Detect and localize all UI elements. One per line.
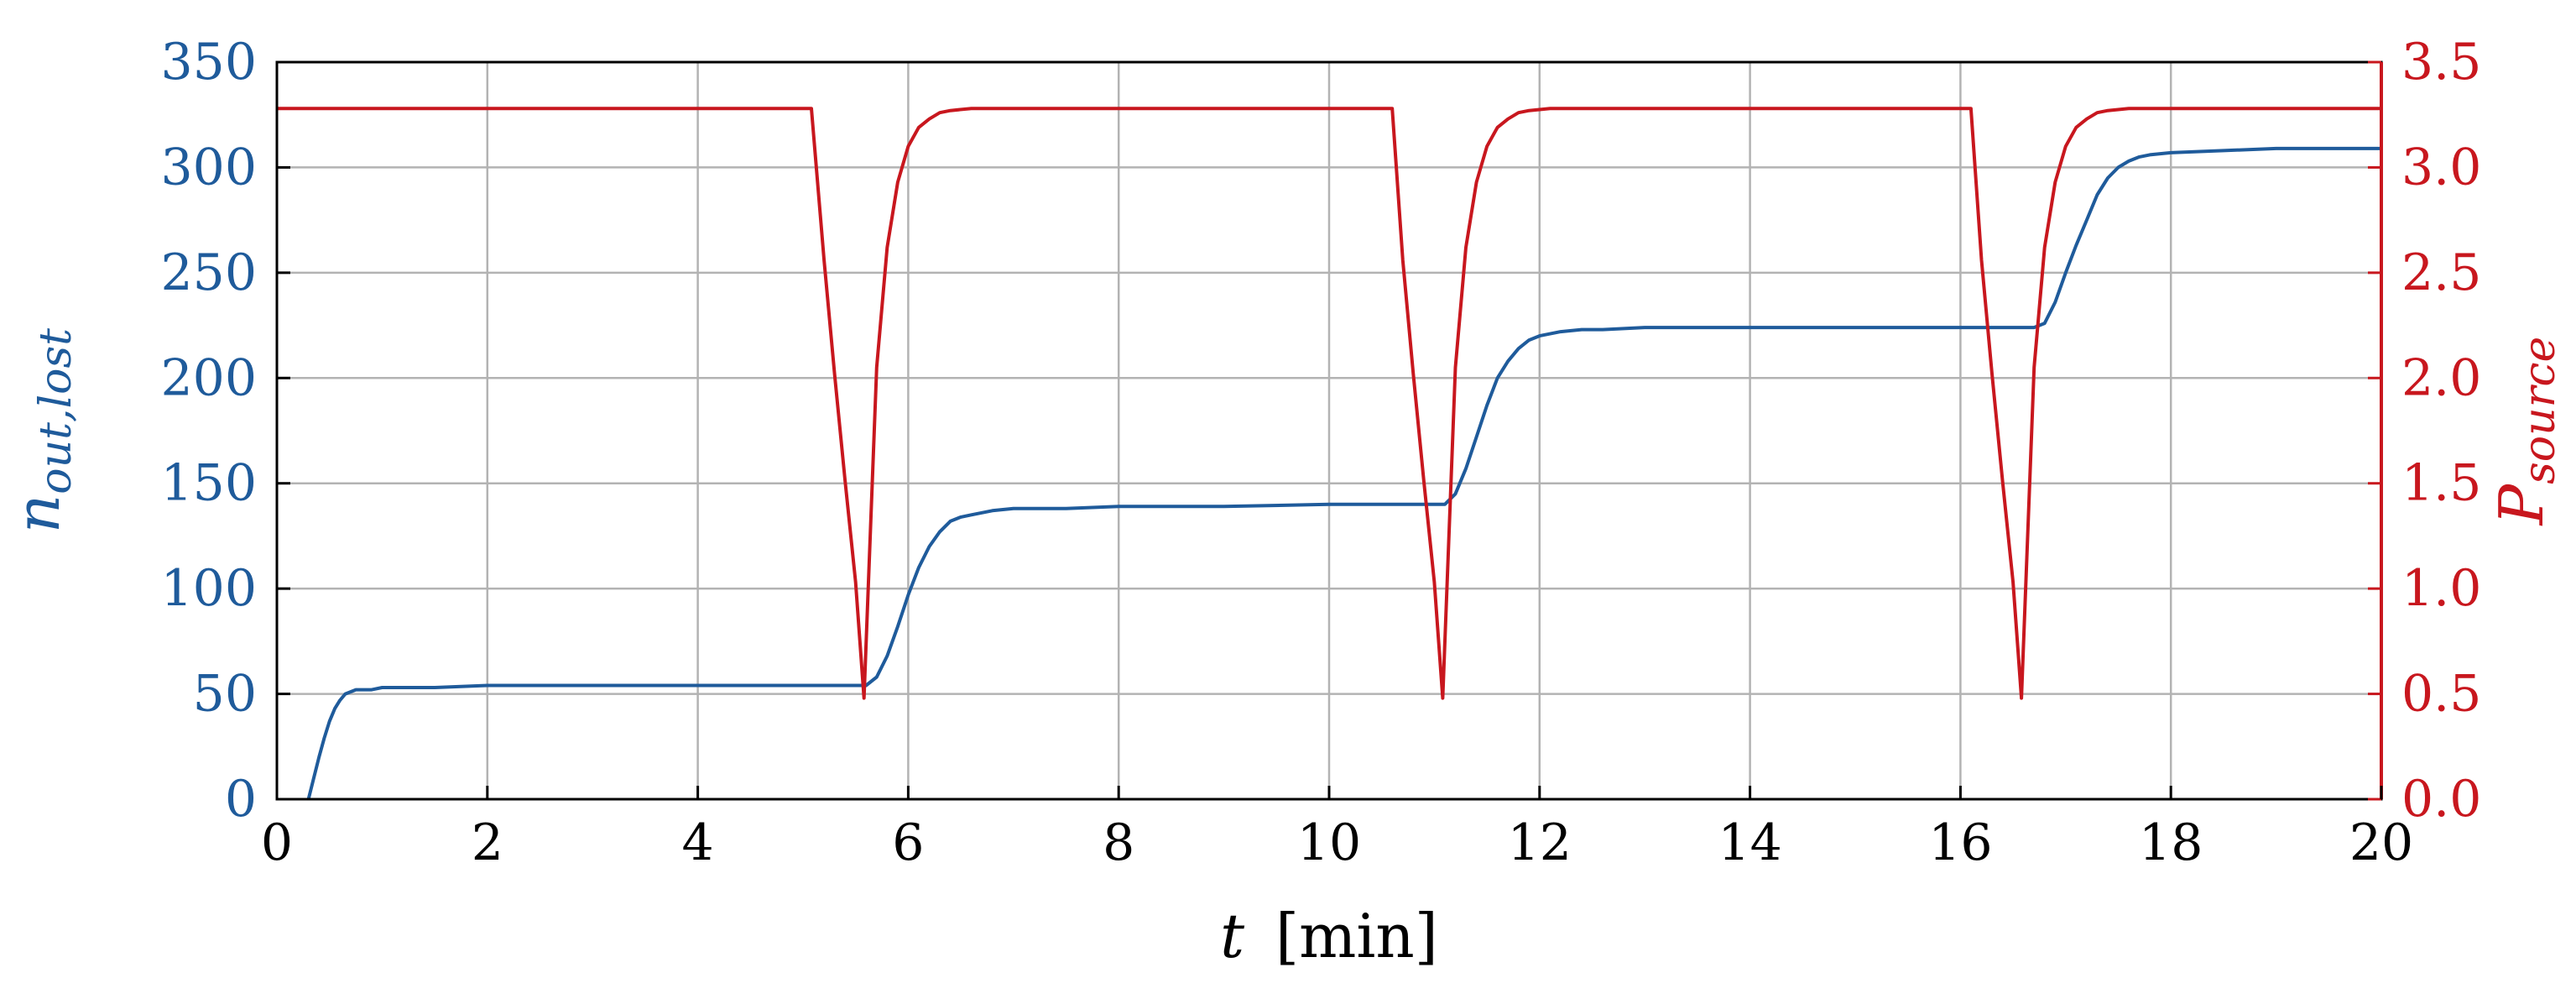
bottom-axis: 0 2 4 6 8 10 12 14 16 18 20: [261, 786, 2413, 872]
y-right-tick-label: 0.0: [2401, 770, 2481, 829]
left-axis: 0 50 100 150 200 250 300 350: [160, 33, 290, 829]
series-layer: [277, 107, 2381, 799]
y-right-tick-label: 1.5: [2401, 454, 2481, 513]
x-axis-var: t: [1220, 901, 1245, 971]
x-axis-unit: [min]: [1275, 901, 1438, 971]
x-tick-label: 20: [2349, 813, 2413, 872]
y-right-tick-label: 2.0: [2401, 348, 2481, 407]
right-axis: 0.0 0.5 1.0 1.5 2.0 2.5 3.0 3.5: [2368, 33, 2481, 829]
x-tick-label: 18: [2139, 813, 2203, 872]
y-left-axis-base: n: [3, 494, 73, 533]
series-line-p-source: [277, 107, 2381, 700]
y-left-tick-label: 150: [160, 454, 257, 513]
y-left-tick-label: 50: [193, 665, 257, 724]
grid-lines: [275, 60, 2383, 801]
y-right-tick-label: 1.0: [2401, 559, 2481, 618]
x-tick-label: 16: [1928, 813, 1992, 872]
y-left-tick-label: 350: [160, 33, 257, 92]
x-tick-label: 6: [892, 813, 924, 872]
y-left-tick-label: 200: [160, 348, 257, 407]
y-right-tick-label: 0.5: [2401, 665, 2481, 724]
x-tick-label: 10: [1297, 813, 1361, 872]
x-tick-label: 2: [472, 813, 503, 872]
y-right-tick-label: 3.0: [2401, 138, 2481, 196]
y-left-axis-title: nout,lost: [3, 328, 81, 533]
x-tick-label: 0: [261, 813, 293, 872]
y-left-tick-label: 250: [160, 243, 257, 302]
x-axis-title: t [min]: [1220, 901, 1438, 971]
y-right-axis-base: P: [2486, 483, 2557, 526]
x-tick-label: 8: [1103, 813, 1134, 872]
y-left-tick-label: 100: [160, 559, 257, 618]
series-line-n-out-lost: [306, 146, 2381, 799]
x-tick-label: 12: [1508, 813, 1572, 872]
y-right-axis-title: Psource: [2486, 337, 2565, 527]
x-tick-label: 4: [682, 813, 714, 872]
x-tick-label: 14: [1718, 813, 1781, 872]
y-left-axis-sub: out,lost: [31, 328, 81, 494]
y-left-tick-label: 0: [225, 770, 257, 829]
y-right-tick-label: 2.5: [2401, 243, 2481, 302]
y-left-tick-label: 300: [160, 138, 257, 196]
y-right-tick-label: 3.5: [2401, 33, 2481, 92]
y-right-axis-sub: source: [2515, 337, 2565, 484]
